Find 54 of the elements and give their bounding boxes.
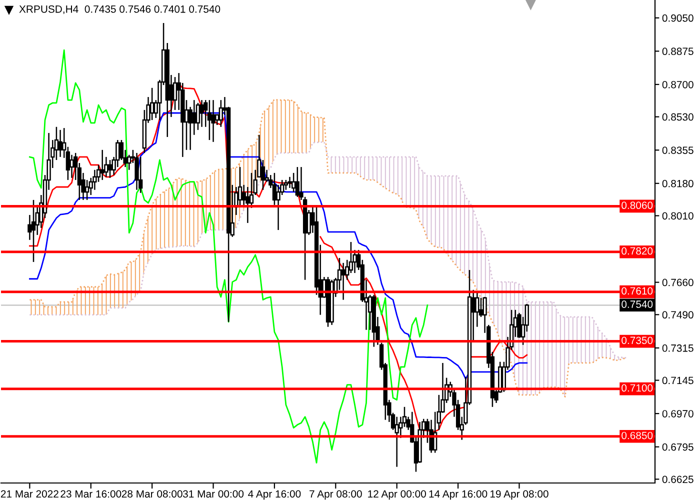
candlestick xyxy=(138,156,143,194)
line-series xyxy=(28,49,428,464)
chart-title: XRPUSD,H4 0.7435 0.7546 0.7401 0.7540 xyxy=(19,5,220,14)
candlestick xyxy=(150,87,154,121)
ref-line-label: 0.7540 xyxy=(622,300,653,308)
y-tick-label: 0.9050 xyxy=(662,14,694,22)
candlestick xyxy=(211,99,216,143)
x-tick-label: 14 Apr 16:00 xyxy=(429,490,488,500)
y-tick-label: 0.6795 xyxy=(662,443,694,451)
x-tick-label: 23 Mar 16:00 xyxy=(60,490,122,498)
x-tick-label: 19 Apr 08:00 xyxy=(490,490,548,500)
y-tick-label: 0.8010 xyxy=(662,212,694,220)
candlestick xyxy=(341,262,346,300)
y-tick-label: 0.7315 xyxy=(662,344,694,352)
y-tick-label: 0.8700 xyxy=(662,80,694,88)
y-tick-label: 0.7660 xyxy=(662,278,694,286)
y-tick-label: 0.8180 xyxy=(662,180,694,188)
candlestick xyxy=(246,186,250,224)
x-tick-label: 4 Apr 16:00 xyxy=(248,490,301,500)
y-tick-label: 0.7490 xyxy=(662,311,694,319)
ref-line-label: 0.6850 xyxy=(622,432,653,440)
ref-line-label: 0.8060 xyxy=(622,202,653,210)
x-tick-label: 12 Apr 00:00 xyxy=(368,490,426,500)
candlestick xyxy=(260,159,266,190)
candlestick xyxy=(31,199,36,263)
candlestick xyxy=(127,154,132,171)
candlestick xyxy=(200,99,204,128)
y-tick-label: 0.7145 xyxy=(662,376,694,384)
x-tick-label: 21 Mar 2022 xyxy=(0,490,58,498)
ref-line-label: 0.7610 xyxy=(622,287,653,295)
y-tick-label: 0.6625 xyxy=(662,476,694,484)
ref-line-label: 0.7100 xyxy=(622,384,653,392)
x-tick-label: 7 Apr 08:00 xyxy=(310,490,362,500)
candlestick xyxy=(84,179,90,201)
candlestick xyxy=(134,152,139,190)
candlestick xyxy=(192,99,196,136)
candlestick xyxy=(70,154,74,178)
candlestick xyxy=(218,99,223,128)
ref-line-label: 0.7350 xyxy=(622,336,653,344)
y-tick-label: 0.8875 xyxy=(662,48,694,56)
candlestick xyxy=(475,291,480,328)
x-tick-label: 28 Mar 08:00 xyxy=(122,490,182,498)
y-tick-label: 0.8530 xyxy=(662,113,694,121)
candlestick xyxy=(276,184,280,231)
candlestick xyxy=(394,416,399,468)
candlestick xyxy=(58,129,62,158)
ref-line-label: 0.7820 xyxy=(622,247,653,255)
y-tick-label: 0.6970 xyxy=(662,410,694,418)
candlestick xyxy=(295,166,300,198)
y-tick-label: 0.8355 xyxy=(662,146,694,154)
candlestick xyxy=(292,172,296,193)
x-tick-label: 31 Mar 00:00 xyxy=(182,490,244,498)
candlestick xyxy=(196,102,200,131)
candlestick xyxy=(288,176,292,189)
